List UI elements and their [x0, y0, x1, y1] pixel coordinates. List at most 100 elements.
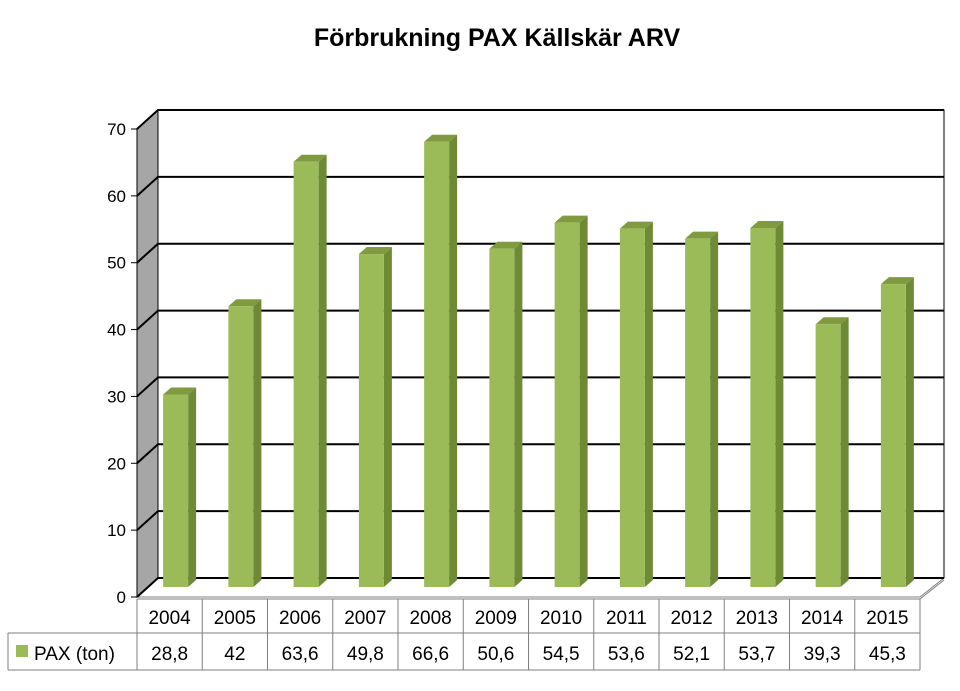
bar-front — [163, 394, 189, 587]
bar-top — [815, 317, 849, 325]
bar-side — [579, 215, 588, 587]
data-label: 66,6 — [412, 644, 449, 665]
legend-swatch — [16, 645, 28, 657]
bar-top — [685, 231, 719, 239]
bar-top — [228, 299, 262, 307]
data-label: 63,6 — [282, 644, 319, 665]
bar-2013 — [750, 220, 784, 587]
x-tick-label: 2012 — [670, 608, 712, 629]
bar-top — [489, 241, 523, 249]
data-label: 50,6 — [477, 644, 514, 665]
bar-front — [554, 222, 580, 587]
data-label: 53,7 — [738, 644, 775, 665]
bar-front — [750, 227, 776, 587]
gridlines — [136, 109, 944, 598]
bar-top — [358, 247, 392, 255]
bar-2005 — [228, 299, 262, 587]
data-label: 52,1 — [673, 644, 710, 665]
bar-2008 — [424, 134, 458, 587]
y-tick-label: 50 — [107, 254, 126, 273]
bar-2015 — [880, 277, 914, 587]
bar-side — [840, 317, 849, 587]
bar-2014 — [815, 317, 849, 587]
bar-top — [554, 215, 588, 223]
bar-front — [619, 228, 645, 587]
bar-front — [358, 254, 384, 587]
x-tick-label: 2004 — [148, 608, 191, 629]
bar-front — [293, 161, 319, 587]
x-tick-label: 2011 — [606, 608, 647, 629]
bar-front — [228, 306, 254, 587]
y-tick-label: 70 — [107, 120, 126, 139]
bar-front — [880, 284, 906, 587]
bar-side — [449, 134, 458, 587]
gridline — [136, 443, 944, 465]
bar-2012 — [685, 231, 719, 587]
bar-front — [815, 324, 841, 587]
bar-top — [163, 387, 197, 395]
gridline — [136, 577, 944, 598]
table-line — [919, 579, 945, 600]
data-label: 49,8 — [347, 644, 384, 665]
bar-side — [318, 154, 327, 587]
bar-side — [710, 231, 719, 587]
data-label: 28,8 — [151, 644, 188, 665]
y-tick-label: 40 — [107, 321, 126, 340]
bar-2004 — [163, 387, 197, 587]
bar-front — [685, 238, 711, 587]
bar-top — [880, 277, 914, 285]
gridline — [136, 376, 944, 398]
x-tick-label: 2005 — [214, 608, 256, 629]
bar-top — [424, 134, 458, 142]
bar-front — [489, 248, 515, 587]
bars — [163, 134, 914, 587]
y-axis: 0 10 20 30 40 50 60 70 — [107, 120, 138, 607]
bar-side — [383, 247, 392, 587]
bar-side — [644, 221, 653, 587]
x-tick-label: 2013 — [736, 608, 778, 629]
x-tick-label: 2009 — [475, 608, 517, 629]
chart-walls — [135, 108, 946, 599]
gridline — [136, 510, 944, 531]
y-tick-label: 10 — [107, 521, 126, 540]
bar-2011 — [619, 221, 653, 587]
x-tick-label: 2014 — [801, 608, 844, 629]
bar-top — [293, 154, 327, 162]
bar-top — [750, 220, 784, 228]
bar-side — [253, 299, 262, 587]
bar-side — [775, 220, 784, 587]
bar-top — [619, 221, 653, 229]
side-wall — [136, 108, 159, 599]
gridline — [136, 309, 944, 331]
bar-2007 — [358, 247, 392, 587]
y-tick-label: 20 — [107, 454, 126, 473]
gridline — [136, 109, 944, 130]
bar-front — [424, 141, 450, 587]
data-label: 42 — [224, 644, 245, 665]
y-tick-label: 30 — [107, 387, 126, 406]
x-tick-label: 2010 — [540, 608, 582, 629]
data-label: 39,3 — [804, 644, 841, 665]
bar-2006 — [293, 154, 327, 587]
x-tick-label: 2015 — [866, 608, 908, 629]
gridline — [136, 242, 944, 264]
data-label: 54,5 — [543, 644, 580, 665]
data-label: 53,6 — [608, 644, 645, 665]
data-table: 2004 28,8 2005 42 2006 63,6 2007 49,8 2008 66,6 20… — [7, 579, 945, 671]
data-label: 45,3 — [869, 644, 906, 665]
chart-title: Förbrukning PAX Källskär ARV — [314, 24, 681, 52]
x-tick-label: 2007 — [344, 608, 386, 629]
bar-2009 — [489, 241, 523, 587]
gridline — [136, 175, 944, 197]
y-tick-label: 0 — [117, 588, 126, 607]
back-wall — [157, 109, 945, 579]
x-tick-label: 2008 — [409, 608, 451, 629]
bar-side — [188, 387, 197, 587]
legend-entry: PAX (ton) — [34, 644, 115, 665]
bar-side — [905, 277, 914, 587]
x-tick-label: 2006 — [279, 608, 321, 629]
bar-side — [514, 241, 523, 587]
y-tick-label: 60 — [107, 187, 126, 206]
bar-2010 — [554, 215, 588, 587]
